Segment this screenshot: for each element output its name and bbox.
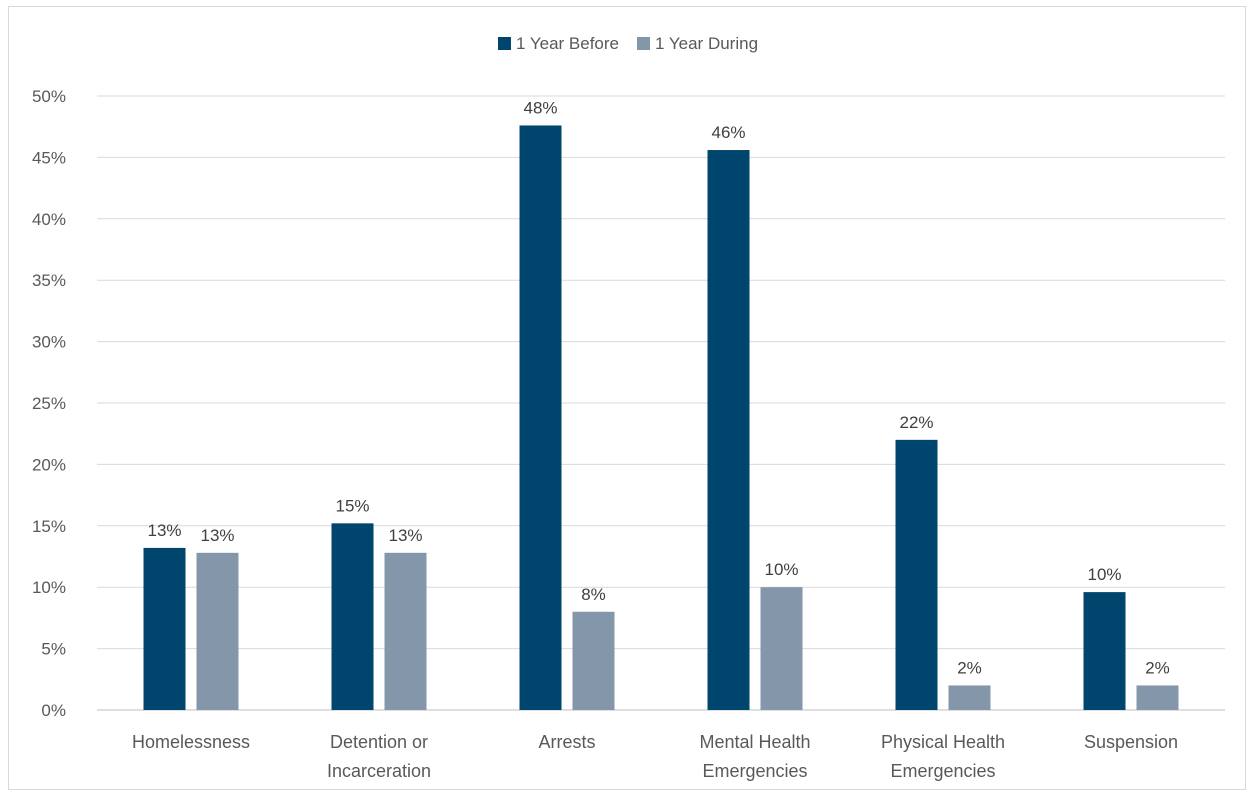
x-tick-label: Detention or Incarceration (327, 732, 431, 781)
gridlines (97, 95, 1225, 711)
data-label: 13% (200, 526, 234, 545)
y-tick-label: 15% (32, 517, 66, 536)
data-label: 48% (523, 98, 557, 117)
data-label: 8% (581, 585, 606, 604)
y-tick-label: 0% (41, 701, 66, 720)
legend-label: 1 Year Before (516, 34, 619, 53)
chart-frame: 0% 5% 10% 15% 20% 25% 30% 35% 40% 45% 50% 13% 13% 15… (8, 6, 1246, 790)
bar (519, 125, 562, 711)
y-tick-label: 5% (41, 640, 66, 659)
legend-swatch (497, 37, 511, 50)
y-tick-label: 45% (32, 148, 66, 167)
bar (1083, 592, 1126, 710)
data-label: 10% (764, 560, 798, 579)
legend-swatch (637, 37, 650, 50)
data-label: 2% (1145, 658, 1170, 677)
x-tick-label: Arrests (538, 732, 595, 752)
x-axis-ticks: Homelessness Detention or Incarceration Arr… (132, 732, 1178, 781)
y-tick-label: 10% (32, 578, 66, 597)
data-label: 13% (147, 521, 181, 540)
bar (572, 611, 615, 710)
data-label: 22% (899, 413, 933, 432)
bar (948, 685, 991, 710)
y-tick-label: 25% (32, 394, 66, 413)
data-label: 13% (388, 526, 422, 545)
y-tick-label: 20% (32, 455, 66, 474)
data-label: 46% (711, 123, 745, 142)
bar (331, 523, 374, 710)
y-tick-label: 30% (32, 333, 66, 352)
y-axis-ticks: 0% 5% 10% 15% 20% 25% 30% 35% 40% 45% 50% (32, 87, 66, 720)
bar (895, 439, 938, 710)
data-label: 2% (957, 658, 982, 677)
bar (760, 587, 803, 710)
bar-chart: 0% 5% 10% 15% 20% 25% 30% 35% 40% 45% 50% 13% 13% 15… (32, 34, 1225, 781)
x-tick-label: Homelessness (132, 732, 250, 752)
legend: 1 Year Before 1 Year During (497, 34, 758, 53)
bar (707, 150, 750, 711)
bars (143, 125, 1179, 711)
bar (384, 552, 427, 710)
x-tick-label: Physical Health Emergencies (881, 732, 1005, 781)
data-labels: 13% 13% 15% 13% 48% 8% 46% 10% 22% 2% 10% 2% (147, 98, 1169, 677)
bar (1136, 685, 1179, 710)
legend-label: 1 Year During (655, 34, 758, 53)
y-tick-label: 50% (32, 87, 66, 106)
y-tick-label: 40% (32, 210, 66, 229)
bar (196, 552, 239, 710)
x-tick-label: Suspension (1084, 732, 1178, 752)
y-tick-label: 35% (32, 271, 66, 290)
data-label: 10% (1087, 565, 1121, 584)
data-label: 15% (335, 496, 369, 515)
bar (143, 547, 186, 710)
x-tick-label: Mental Health Emergencies (699, 732, 810, 781)
